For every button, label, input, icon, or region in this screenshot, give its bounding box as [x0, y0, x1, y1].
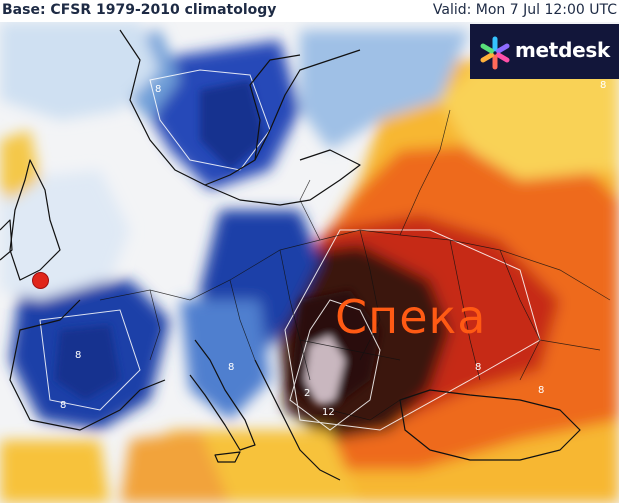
contour-label: 8	[538, 385, 545, 396]
coastline-balkans	[254, 359, 341, 481]
heat-annotation: Спека	[335, 290, 487, 344]
anomaly-core-pale	[305, 335, 345, 405]
anomaly-deep-blue-scandinavia	[200, 80, 265, 170]
anomaly-warm-mediterranean	[120, 430, 230, 503]
coastline-scandinavia	[119, 29, 361, 186]
contour-label: 8	[60, 400, 67, 411]
base-climatology-label: Base: CFSR 1979-2010 climatology	[2, 2, 277, 18]
coastline-ireland	[0, 219, 13, 261]
anomaly-cool-italy	[180, 300, 270, 420]
anomaly-hotspots	[55, 80, 380, 410]
contour-label: 2	[304, 388, 311, 399]
valid-time-label: Valid: Mon 7 Jul 12:00 UTC	[432, 2, 617, 18]
coastline-italy	[189, 339, 256, 451]
coastlines	[0, 29, 581, 481]
anomaly-lightblue-uk	[0, 170, 130, 300]
anomaly-yellow-north-russia	[440, 60, 619, 180]
borders	[99, 109, 611, 421]
anomaly-deep-blue-iberia	[55, 325, 120, 400]
header-bar: Base: CFSR 1979-2010 climatology Valid: …	[0, 0, 619, 22]
anomaly-lightblue-baltic	[300, 30, 470, 150]
anomaly-warm-northafrica	[0, 440, 110, 503]
coastline-sicily	[214, 451, 241, 463]
contour-label: 8	[600, 80, 607, 91]
coastline-black-sea	[399, 389, 581, 461]
contour-label: 8	[155, 84, 162, 95]
coastline-france-iberia	[9, 299, 166, 431]
contour-label: 12	[322, 407, 335, 418]
contour-label: 8	[228, 362, 235, 373]
location-marker	[32, 272, 49, 289]
anomaly-warm-west-spot	[0, 130, 40, 200]
contour-label: 8	[475, 362, 482, 373]
coastline-uk	[9, 159, 61, 281]
metdesk-asterisk-icon	[480, 36, 510, 70]
anomaly-field	[0, 22, 619, 503]
coastline-baltic	[204, 149, 361, 206]
metdesk-logo: metdesk	[470, 24, 619, 79]
coastline-gulf-bothnia	[249, 54, 301, 161]
contour-lines	[39, 69, 541, 431]
anomaly-lightblue-north	[0, 22, 160, 120]
contour-label: 8	[75, 350, 82, 361]
brand-name: metdesk	[515, 38, 610, 62]
temperature-anomaly-map	[0, 22, 619, 503]
